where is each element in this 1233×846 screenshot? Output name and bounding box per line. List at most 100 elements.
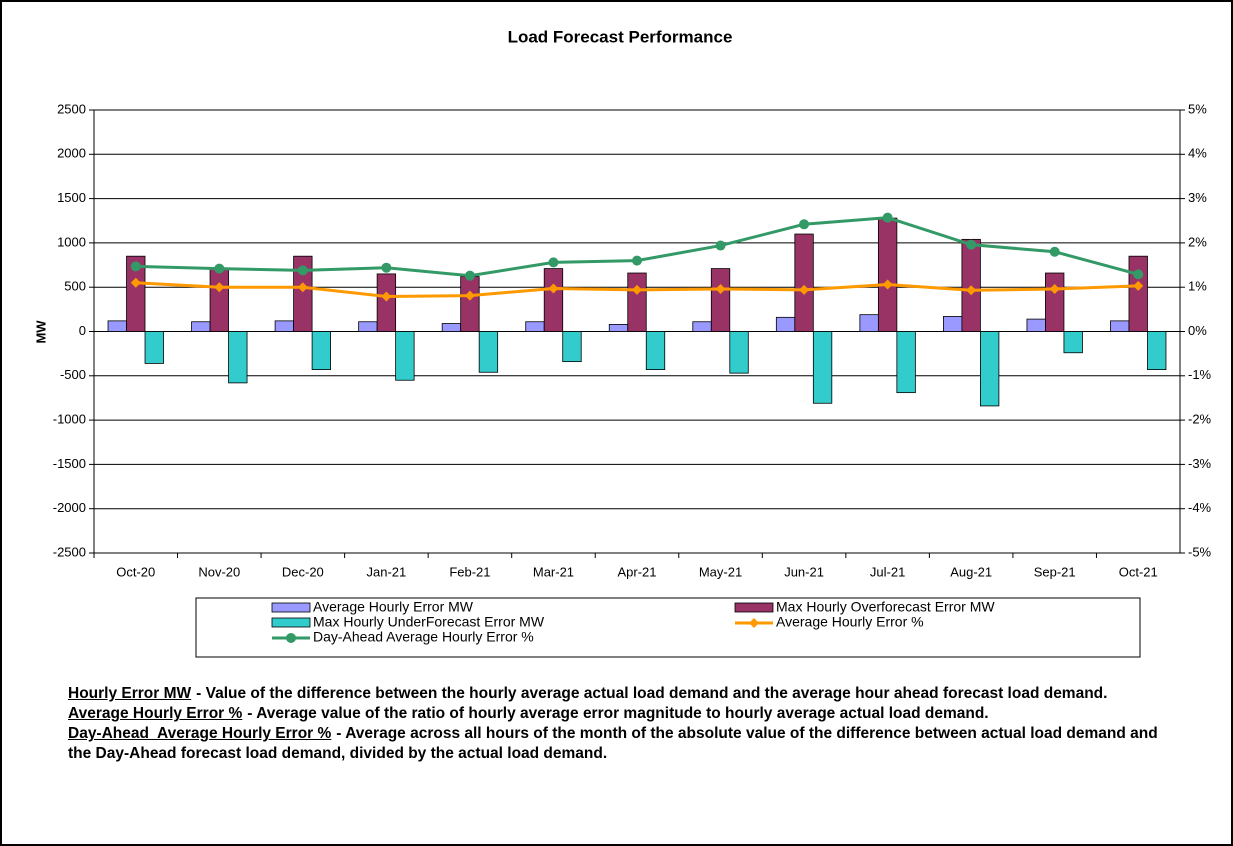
- marker: [882, 279, 893, 290]
- marker: [799, 284, 810, 295]
- marker: [464, 270, 475, 281]
- x-tick-label: Oct-21: [1119, 564, 1158, 579]
- notes: Hourly Error MW - Value of the difference…: [68, 684, 1158, 764]
- marker: [381, 262, 392, 273]
- bar: [627, 272, 647, 332]
- y2-tick-label: -2%: [1188, 412, 1212, 427]
- bar: [775, 316, 796, 332]
- marker: [632, 255, 642, 266]
- bar: [126, 255, 146, 332]
- bar: [107, 320, 127, 332]
- bar: [562, 331, 582, 363]
- chart-title: Load Forecast Performance: [508, 27, 733, 46]
- note: Hourly Error MW - Value of the difference…: [68, 684, 1158, 704]
- bar: [478, 331, 499, 373]
- x-tick-label: Nov-20: [198, 564, 240, 579]
- y-tick-label: -1500: [53, 456, 86, 471]
- legend: [195, 597, 1141, 658]
- bar: [692, 321, 712, 332]
- bar: [859, 314, 879, 332]
- marker: [130, 277, 141, 288]
- y2-tick-label: 1%: [1188, 279, 1207, 294]
- y2-tick-label: -4%: [1188, 500, 1212, 515]
- x-tick-label: Jul-21: [870, 564, 905, 579]
- marker: [214, 263, 225, 274]
- y2-tick-label: -5%: [1188, 544, 1212, 559]
- y2-tick-label: -1%: [1188, 367, 1212, 382]
- y2-tick-label: -3%: [1188, 456, 1212, 471]
- y2-tick-label: 3%: [1188, 190, 1207, 205]
- y2-tick-label: 0%: [1188, 323, 1207, 338]
- y-tick-label: -500: [60, 367, 86, 382]
- bar: [1110, 320, 1130, 332]
- bar: [896, 331, 916, 394]
- bar: [293, 255, 313, 332]
- note-term: Day-Ahead Average Hourly Error %: [68, 725, 332, 742]
- bar: [209, 268, 229, 332]
- bar: [376, 273, 397, 332]
- marker: [381, 291, 392, 302]
- legend-label: Average Hourly Error %: [776, 614, 924, 630]
- marker: [715, 240, 726, 251]
- marker: [1049, 246, 1060, 257]
- marker: [882, 212, 893, 223]
- note-term: Hourly Error MW: [68, 685, 192, 702]
- note-text: - Average across all hours of the month …: [68, 725, 1158, 762]
- y-tick-label: -2000: [53, 500, 86, 515]
- marker: [749, 618, 759, 628]
- bar: [228, 331, 248, 384]
- bar: [877, 217, 898, 332]
- marker: [214, 282, 225, 293]
- y-tick-label: -1000: [53, 412, 86, 427]
- marker: [286, 633, 296, 643]
- bar: [274, 320, 294, 332]
- note: Average Hourly Error % - Average value of…: [68, 704, 1158, 724]
- legend-label: Max Hourly UnderForecast Error MW: [313, 614, 545, 630]
- legend-label: Max Hourly Overforecast Error MW: [776, 599, 995, 615]
- bar: [710, 268, 731, 332]
- legend-swatch: [271, 602, 311, 613]
- y-tick-label: -2500: [53, 544, 86, 559]
- marker: [130, 261, 141, 272]
- x-tick-label: Mar-21: [533, 564, 574, 579]
- x-tick-label: Aug-21: [950, 564, 992, 579]
- marker: [297, 265, 308, 276]
- bar: [729, 331, 749, 374]
- y-tick-label: 1000: [57, 234, 86, 249]
- marker: [548, 257, 559, 268]
- marker: [548, 283, 559, 294]
- y-axis-label: MW: [33, 320, 48, 344]
- legend-label: Day-Ahead Average Hourly Error %: [313, 629, 534, 645]
- y2-tick-label: 5%: [1188, 101, 1207, 116]
- note-text: - Average value of the ratio of hourly a…: [247, 705, 989, 722]
- y-tick-label: 2500: [57, 101, 86, 116]
- bar: [1063, 331, 1083, 354]
- marker: [1049, 283, 1060, 294]
- marker: [1133, 269, 1144, 280]
- marker: [966, 285, 977, 296]
- bar: [943, 316, 963, 332]
- x-tick-label: Dec-20: [282, 564, 324, 579]
- marker: [464, 290, 475, 301]
- note: Day-Ahead Average Hourly Error % - Averag…: [68, 724, 1158, 764]
- x-tick-label: Jun-21: [784, 564, 824, 579]
- x-tick-label: Apr-21: [617, 564, 656, 579]
- y-tick-label: 1500: [57, 190, 86, 205]
- bar: [144, 331, 164, 364]
- legend-swatch: [271, 617, 311, 628]
- bar: [980, 331, 1000, 407]
- bar: [794, 233, 814, 332]
- x-tick-label: Sep-21: [1034, 564, 1076, 579]
- marker: [715, 283, 726, 294]
- bar: [645, 331, 666, 370]
- bar: [441, 323, 462, 332]
- bar: [812, 331, 833, 404]
- bar: [608, 324, 629, 332]
- bar: [525, 321, 545, 332]
- x-tick-label: Jan-21: [367, 564, 407, 579]
- legend-label: Average Hourly Error MW: [313, 599, 474, 615]
- y-tick-label: 2000: [57, 146, 86, 161]
- marker: [1133, 280, 1144, 291]
- bar: [1147, 331, 1167, 370]
